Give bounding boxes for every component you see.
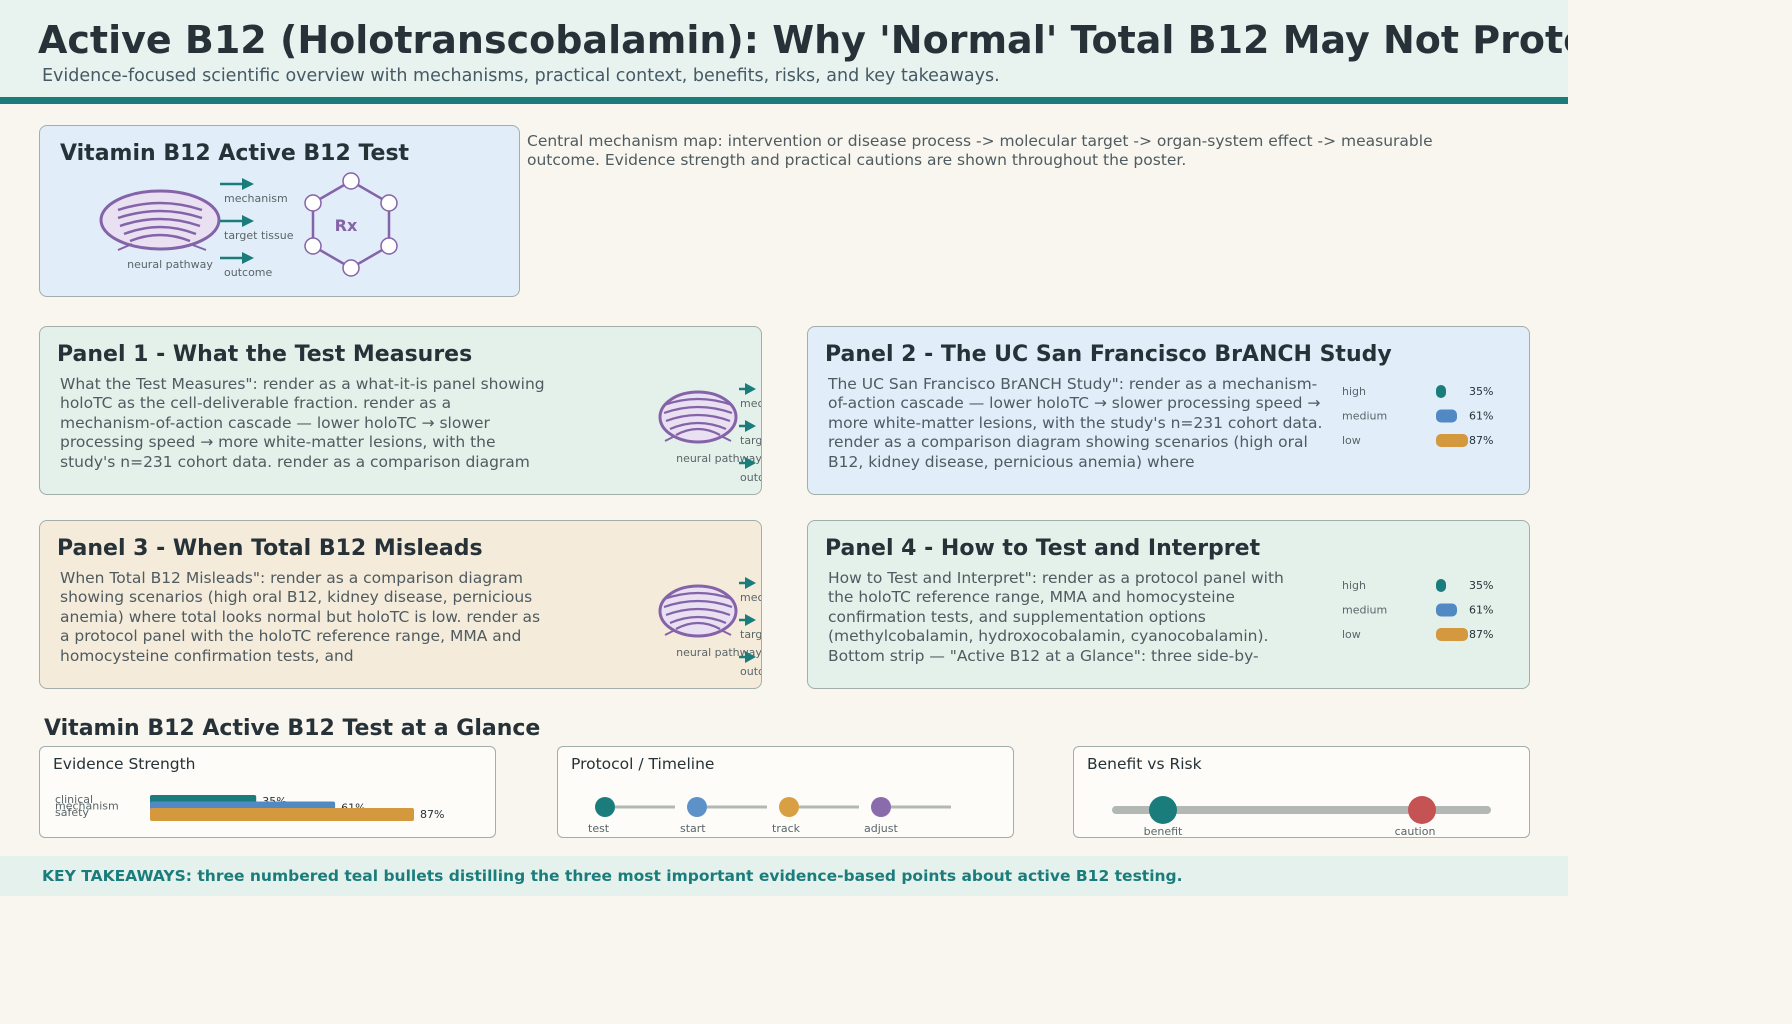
arrow-icon (220, 252, 254, 264)
evidence-bar (150, 808, 414, 821)
benefit-label: benefit (1144, 825, 1183, 838)
protocol-timeline-title: Protocol / Timeline (571, 755, 715, 773)
rx-label: Rx (335, 216, 358, 235)
evidence-bar-value: 87% (420, 808, 444, 821)
neural-pathway-icon (658, 390, 738, 444)
evidence-level-label: high (1342, 385, 1366, 398)
benefit-marker (1149, 796, 1177, 824)
arrow-label: target tissue (224, 229, 294, 242)
arrow-label: target tissue (740, 628, 762, 641)
timeline-step-label: start (680, 822, 706, 835)
evidence-level-bar (1436, 603, 1457, 617)
panel-1-text: What the Test Measures": render as a wha… (60, 375, 545, 471)
neural-pathway-label: neural pathway (127, 258, 213, 271)
arrow-icon (739, 577, 756, 589)
evidence-level-label: medium (1342, 410, 1387, 423)
evidence-level-bar (1436, 579, 1446, 592)
panel-2-text: The UC San Francisco BrANCH Study": rend… (828, 375, 1323, 471)
neural-pathway-icon (99, 189, 221, 251)
header-divider (0, 97, 1568, 104)
evidence-bar-label: mechanism (55, 800, 119, 813)
key-takeaways-bar: KEY TAKEAWAYS: three numbered teal bulle… (0, 856, 1568, 896)
evidence-level-label: medium (1342, 604, 1387, 617)
key-takeaways-text: KEY TAKEAWAYS: three numbered teal bulle… (42, 867, 1183, 885)
panel-1-title: Panel 1 - What the Test Measures (57, 342, 473, 367)
arrow-icon (739, 457, 756, 469)
arrow-label: outcome (224, 266, 273, 279)
arrow-label: target tissue (740, 434, 762, 447)
evidence-level-label: low (1342, 434, 1361, 447)
benefit-risk-scale: benefit caution (1112, 796, 1491, 838)
evidence-level-bar (1436, 385, 1446, 398)
evidence-level-bar (1436, 628, 1468, 641)
timeline-step-dot (871, 797, 891, 817)
arrow-label: mechanism (740, 591, 762, 604)
arrow-label: mechanism (224, 192, 288, 205)
protocol-timeline-card: Protocol / Timeline test start track adjust (557, 746, 1014, 838)
benefit-risk-card: Benefit vs Risk benefit caution (1073, 746, 1530, 838)
arrow-icon (220, 215, 254, 227)
panel-1: Panel 1 - What the Test Measures What th… (39, 326, 762, 495)
evidence-level-value: 35% (1469, 579, 1493, 592)
mechanism-map-description: Central mechanism map: intervention or d… (527, 132, 1433, 170)
evidence-level-bar (1436, 409, 1457, 423)
panel-3: Panel 3 - When Total B12 Misleads When T… (39, 520, 762, 689)
evidence-level-value: 87% (1469, 434, 1493, 447)
poster-subtitle: Evidence-focused scientific overview wit… (42, 66, 1000, 86)
evidence-level-label: high (1342, 579, 1366, 592)
arrow-icon (739, 614, 756, 626)
evidence-level-label: low (1342, 628, 1361, 641)
arrow-label: mechanism (740, 397, 762, 410)
evidence-level-value: 35% (1469, 385, 1493, 398)
timeline-step-label: track (772, 822, 801, 835)
evidence-bar-label: clinical (55, 793, 93, 806)
evidence-strength-card: Evidence Strength clinical35%mechanism61… (39, 746, 496, 838)
protocol-timeline: test start track adjust (588, 797, 951, 835)
evidence-level-value: 61% (1469, 410, 1493, 423)
neural-pathway-icon (658, 584, 738, 638)
panel-4-text: How to Test and Interpret": render as a … (828, 569, 1284, 665)
timeline-step-label: adjust (864, 822, 898, 835)
panel-3-text: When Total B12 Misleads": render as a co… (60, 569, 541, 665)
arrow-icon (739, 383, 756, 395)
evidence-level-value: 87% (1469, 628, 1493, 641)
timeline-step-dot (595, 797, 615, 817)
panel-2-evidence-levels: high 35% medium 61% low 87% (1342, 385, 1493, 447)
panel-4-evidence-levels: high 35% medium 61% low 87% (1342, 579, 1493, 641)
evidence-level-value: 61% (1469, 604, 1493, 617)
evidence-level-bar (1436, 434, 1468, 447)
arrow-label: outcome (740, 471, 762, 484)
hero-card: Vitamin B12 Active B12 Test neural pathw… (39, 125, 520, 297)
evidence-strength-title: Evidence Strength (53, 755, 196, 773)
poster-header: Active B12 (Holotranscobalamin): Why 'No… (0, 0, 1568, 98)
evidence-bar-label: safety (55, 806, 89, 819)
arrow-icon (220, 178, 254, 190)
panel-4: Panel 4 - How to Test and Interpret How … (807, 520, 1530, 689)
hero-diagram: neural pathway mechanism target tissue o… (99, 172, 398, 279)
panel-2-title: Panel 2 - The UC San Francisco BrANCH St… (825, 342, 1392, 367)
glance-title: Vitamin B12 Active B12 Test at a Glance (44, 716, 541, 741)
arrow-icon (739, 651, 756, 663)
arrow-label: outcome (740, 665, 762, 678)
panel-4-title: Panel 4 - How to Test and Interpret (825, 536, 1261, 561)
arrow-icon (739, 420, 756, 432)
caution-label: caution (1395, 825, 1436, 838)
timeline-step-dot (687, 797, 707, 817)
hero-title: Vitamin B12 Active B12 Test (60, 141, 410, 166)
caution-marker (1408, 796, 1436, 824)
timeline-step-dot (779, 797, 799, 817)
panel-2: Panel 2 - The UC San Francisco BrANCH St… (807, 326, 1530, 495)
hexagon-molecule-icon (304, 172, 398, 277)
poster-title: Active B12 (Holotranscobalamin): Why 'No… (38, 18, 1568, 62)
timeline-step-label: test (588, 822, 610, 835)
benefit-risk-title: Benefit vs Risk (1087, 755, 1202, 773)
panel-3-title: Panel 3 - When Total B12 Misleads (57, 536, 483, 561)
